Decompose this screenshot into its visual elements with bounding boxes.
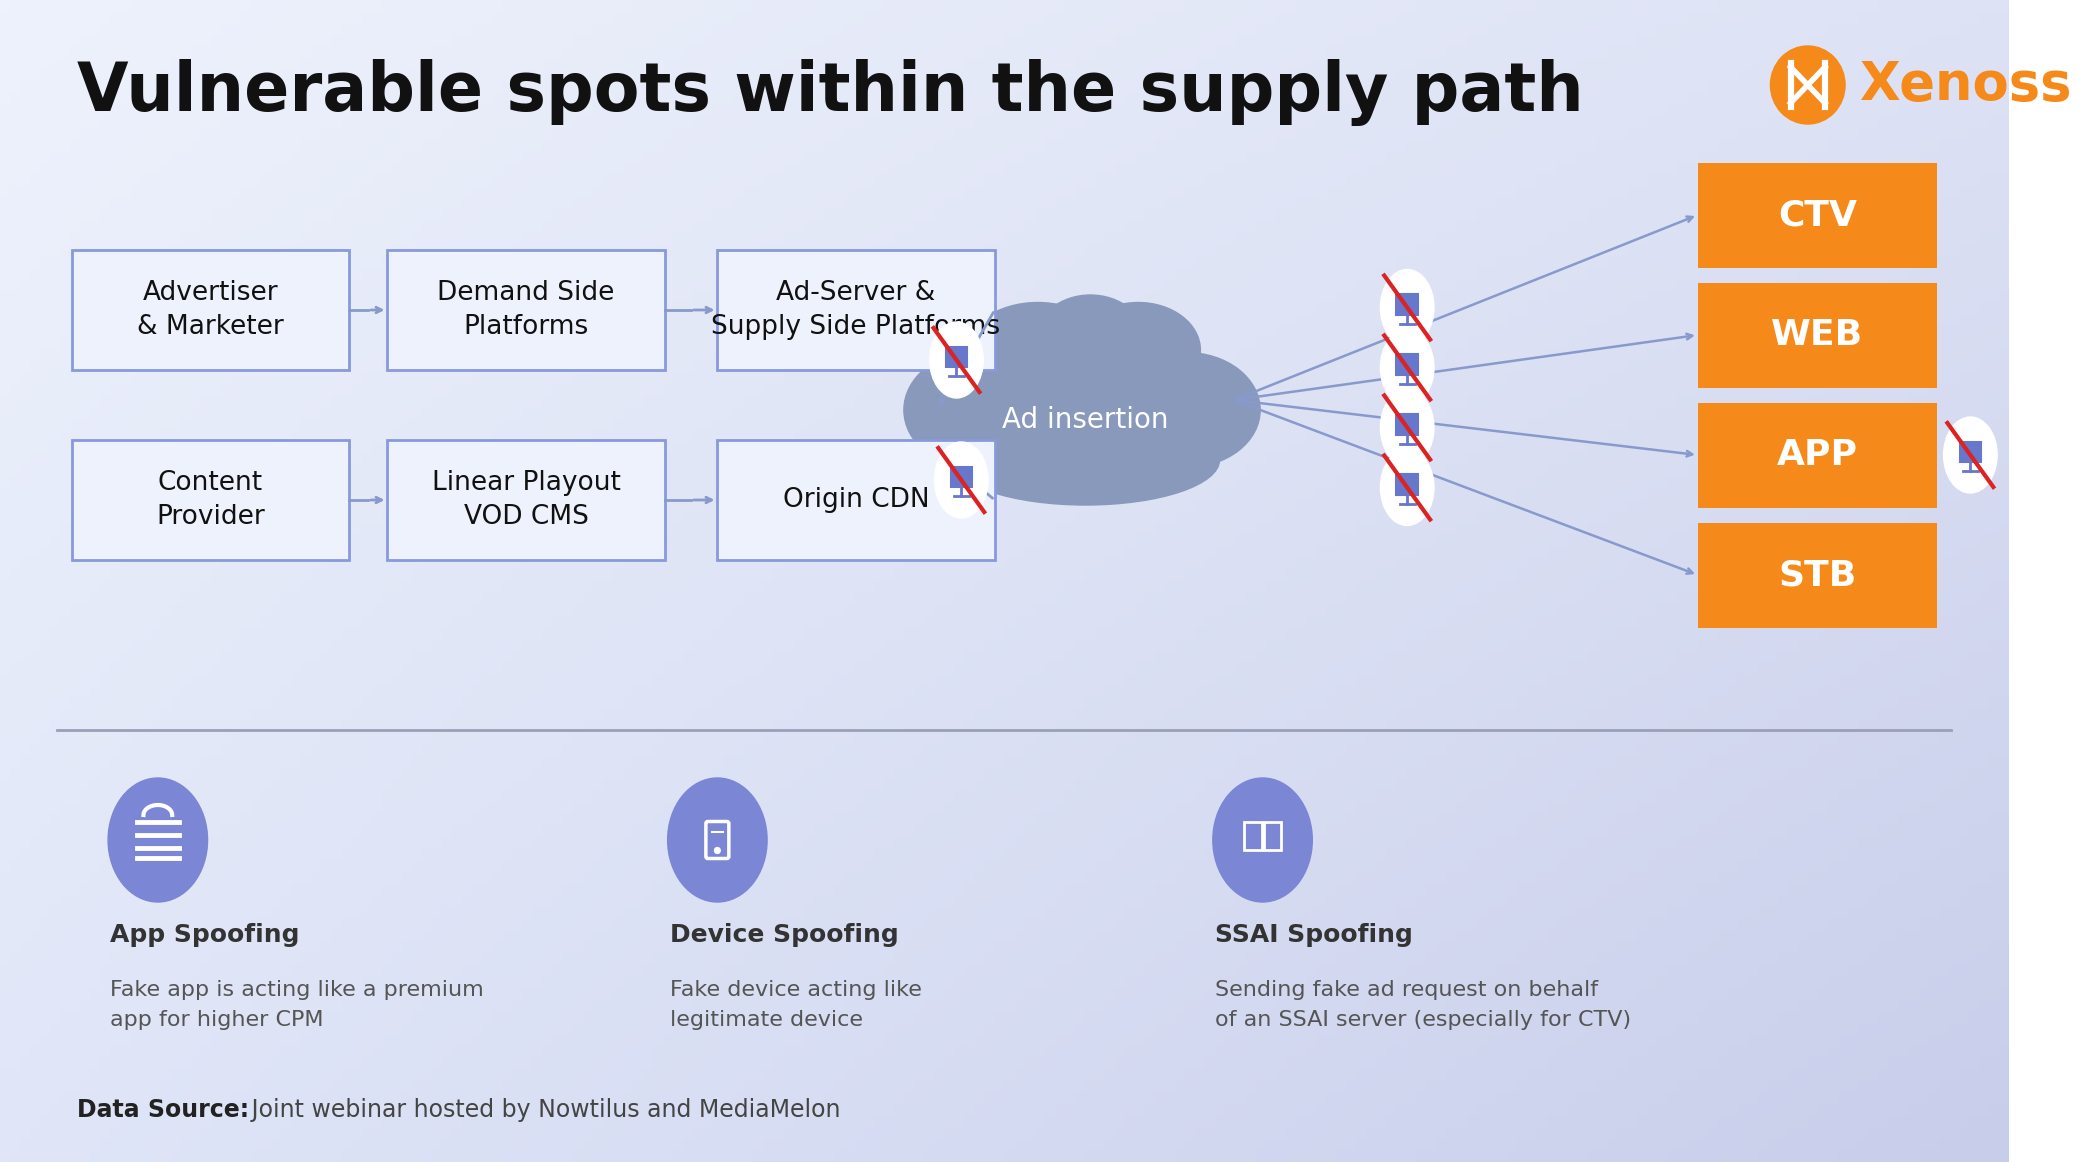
FancyBboxPatch shape — [1396, 354, 1418, 375]
FancyBboxPatch shape — [1396, 294, 1418, 315]
FancyBboxPatch shape — [386, 440, 666, 560]
Ellipse shape — [1380, 330, 1434, 406]
FancyBboxPatch shape — [71, 250, 349, 370]
FancyBboxPatch shape — [1697, 163, 1936, 267]
Ellipse shape — [947, 350, 1224, 490]
FancyBboxPatch shape — [718, 440, 995, 560]
FancyBboxPatch shape — [1959, 442, 1980, 462]
FancyBboxPatch shape — [1396, 414, 1418, 435]
Circle shape — [714, 847, 720, 854]
Text: Joint webinar hosted by Nowtilus and MediaMelon: Joint webinar hosted by Nowtilus and Med… — [244, 1098, 840, 1122]
FancyBboxPatch shape — [1697, 282, 1936, 387]
Ellipse shape — [934, 442, 989, 518]
FancyBboxPatch shape — [1697, 402, 1936, 508]
Text: CTV: CTV — [1779, 198, 1856, 232]
FancyBboxPatch shape — [945, 346, 968, 367]
Ellipse shape — [1214, 779, 1312, 902]
Ellipse shape — [1035, 295, 1144, 385]
Text: APP: APP — [1777, 438, 1858, 472]
Ellipse shape — [668, 779, 766, 902]
Ellipse shape — [1770, 46, 1846, 124]
Text: Linear Playout
VOD CMS: Linear Playout VOD CMS — [433, 469, 620, 530]
FancyBboxPatch shape — [718, 250, 995, 370]
Text: App Spoofing: App Spoofing — [109, 923, 300, 947]
Text: Ad-Server &
Supply Side Platforms: Ad-Server & Supply Side Platforms — [712, 280, 1000, 340]
Ellipse shape — [951, 415, 1220, 505]
Ellipse shape — [903, 350, 1056, 469]
Text: Data Source:: Data Source: — [76, 1098, 248, 1122]
Text: Origin CDN: Origin CDN — [783, 487, 930, 512]
Ellipse shape — [1945, 417, 1997, 493]
FancyBboxPatch shape — [71, 440, 349, 560]
FancyBboxPatch shape — [1396, 474, 1418, 495]
FancyBboxPatch shape — [1697, 523, 1936, 627]
Text: Xenoss: Xenoss — [1861, 59, 2073, 112]
Text: Vulnerable spots within the supply path: Vulnerable spots within the supply path — [76, 58, 1583, 125]
Ellipse shape — [107, 779, 208, 902]
Ellipse shape — [1380, 389, 1434, 466]
Ellipse shape — [1380, 450, 1434, 525]
Text: WEB: WEB — [1770, 318, 1863, 352]
Text: STB: STB — [1779, 558, 1856, 591]
Text: Fake app is acting like a premium
app for higher CPM: Fake app is acting like a premium app fo… — [109, 980, 483, 1030]
Text: SSAI Spoofing: SSAI Spoofing — [1214, 923, 1413, 947]
Text: Fake device acting like
legitimate device: Fake device acting like legitimate devic… — [670, 980, 922, 1030]
FancyBboxPatch shape — [951, 467, 972, 487]
Ellipse shape — [964, 302, 1111, 408]
Text: Sending fake ad request on behalf
of an SSAI server (especially for CTV): Sending fake ad request on behalf of an … — [1214, 980, 1632, 1030]
FancyBboxPatch shape — [386, 250, 666, 370]
Ellipse shape — [1111, 352, 1260, 467]
Text: Advertiser
& Marketer: Advertiser & Marketer — [136, 280, 284, 340]
Text: Device Spoofing: Device Spoofing — [670, 923, 899, 947]
Text: Demand Side
Platforms: Demand Side Platforms — [437, 280, 615, 340]
Text: Content
Provider: Content Provider — [155, 469, 265, 530]
Ellipse shape — [930, 322, 983, 399]
Text: Ad insertion: Ad insertion — [1002, 406, 1170, 433]
Ellipse shape — [1380, 270, 1434, 345]
Ellipse shape — [1075, 302, 1201, 397]
